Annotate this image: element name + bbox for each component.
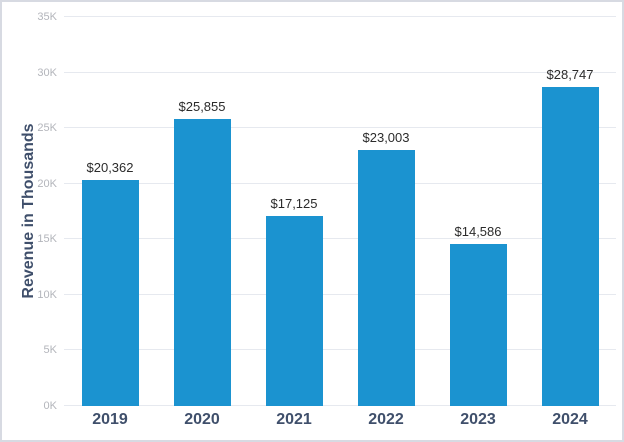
gridline <box>64 16 616 17</box>
bar-value-label: $28,747 <box>546 66 594 82</box>
x-tick-label: 2024 <box>552 411 588 428</box>
x-tick-label: 2023 <box>460 411 496 428</box>
x-tick-label: 2020 <box>184 411 220 428</box>
y-tick-label: 0K <box>43 400 57 412</box>
plot-area: $20,362 $25,855 $17,125 $23,003 $14,586 $28,7… <box>64 16 616 406</box>
bar-slot-2020: $25,855 <box>156 17 248 406</box>
gridline <box>64 182 616 184</box>
y-tick-label: 10K <box>37 288 57 301</box>
bar-2024[interactable] <box>541 86 599 406</box>
y-tick-label: 25K <box>37 122 57 135</box>
y-axis-tick-labels: 0K 5K 10K 15K 20K 25K 30K 35K <box>2 11 57 412</box>
bar-slot-2019: $20,362 <box>64 17 156 406</box>
y-tick-label: 30K <box>37 66 57 79</box>
bar-2021[interactable] <box>265 215 323 406</box>
x-tick-label: 2021 <box>276 411 312 428</box>
bar-slot-2024: $28,747 <box>524 17 616 406</box>
x-tick-label: 2022 <box>368 411 404 428</box>
bar-slot-2023: $14,586 <box>432 17 524 406</box>
bar-value-label: $23,003 <box>362 130 410 146</box>
gridline <box>64 71 616 73</box>
bar-2022[interactable] <box>357 150 415 406</box>
bar-slot-2021: $17,125 <box>248 17 340 406</box>
bar-value-label: $14,586 <box>454 223 502 239</box>
bar-slot-2022: $23,003 <box>340 17 432 406</box>
gridline <box>64 405 616 406</box>
bar-2023[interactable] <box>449 243 507 406</box>
gridline <box>64 349 616 351</box>
gridline <box>64 293 616 295</box>
y-tick-label: 20K <box>37 177 57 190</box>
x-tick-label: 2019 <box>92 411 128 428</box>
bar-2019[interactable] <box>81 179 139 406</box>
bar-value-label: $20,362 <box>86 159 134 175</box>
bar-value-label: $25,855 <box>178 98 226 114</box>
bar-series: $20,362 $25,855 $17,125 $23,003 $14,586 $28,7… <box>64 17 616 406</box>
x-axis-labels: 2019 2020 2021 2022 2023 2024 <box>64 411 616 429</box>
y-tick-label: 35K <box>37 11 57 23</box>
gridline <box>64 238 616 240</box>
y-tick-label: 15K <box>37 233 57 246</box>
bar-value-label: $17,125 <box>270 195 318 211</box>
gridline <box>64 127 616 129</box>
y-tick-label: 5K <box>43 344 57 357</box>
bar-2020[interactable] <box>173 118 231 406</box>
